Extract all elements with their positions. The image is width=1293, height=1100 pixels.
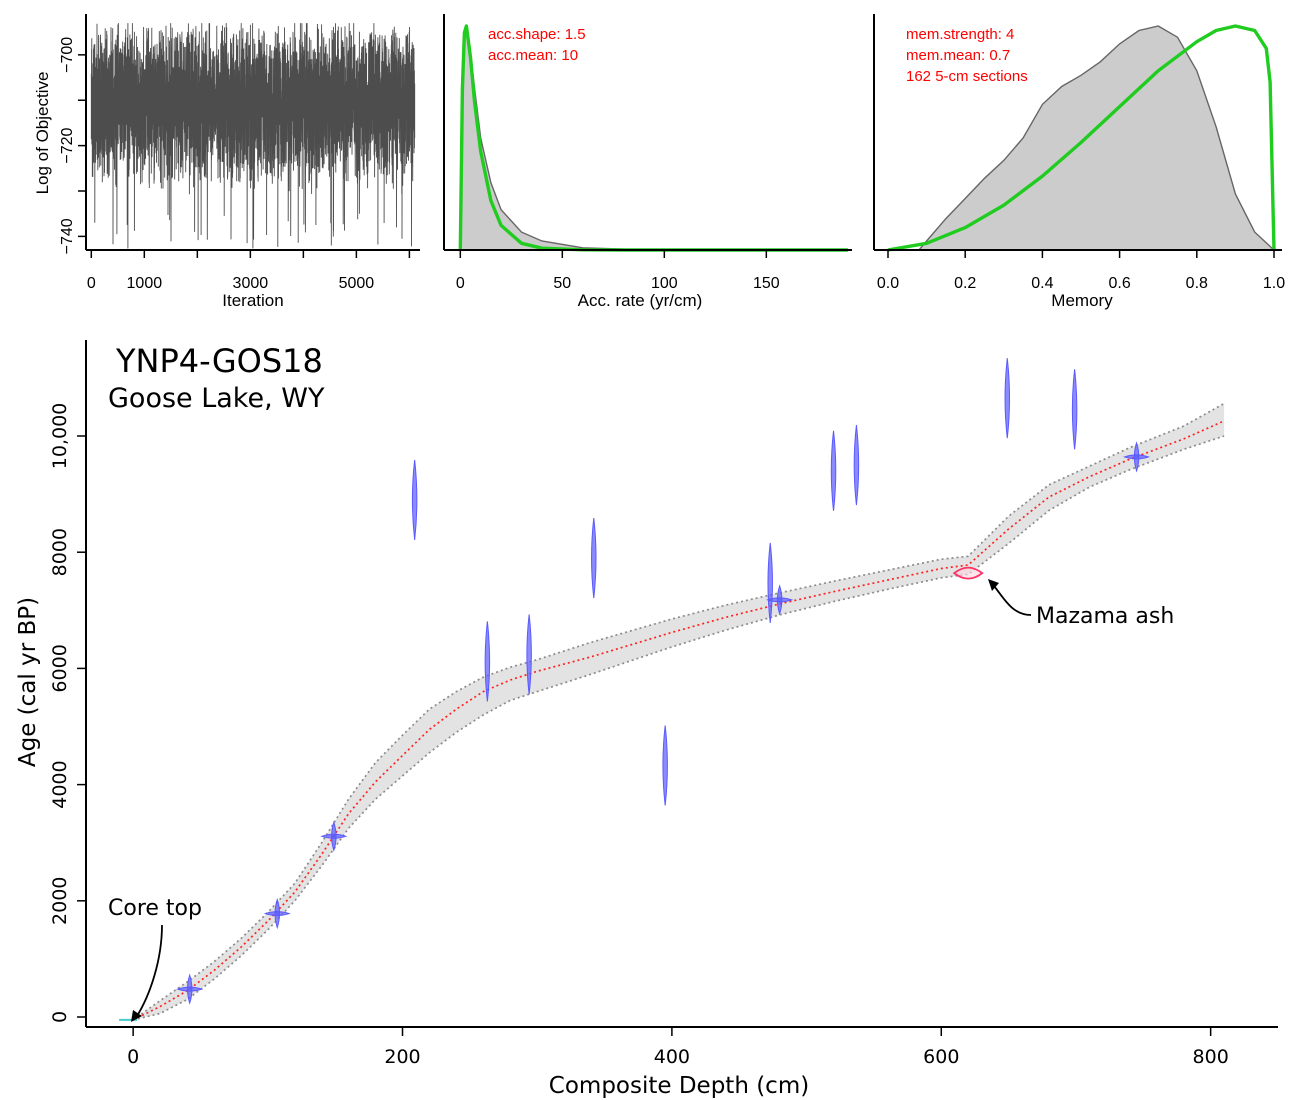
core-top-label: Core top: [108, 896, 202, 921]
trace-panel: 0 1000 3000 5000 −700 −720 −740 Iteration Log …: [33, 14, 420, 310]
radiocarbon-date-marker: [853, 424, 860, 506]
radiocarbon-date-marker: [1071, 369, 1078, 450]
age-model-upper-bound: [132, 402, 1225, 1021]
acc-rate-x-tick-label: 100: [651, 275, 678, 292]
memory-x-tick-label: 1.0: [1263, 275, 1285, 292]
trace-y-tick-label: −720: [59, 127, 76, 163]
trace-y-label: Log of Objective: [33, 72, 52, 195]
age-model-envelope: [133, 403, 1225, 1020]
radiocarbon-depth-marker: [1122, 454, 1151, 460]
radiocarbon-date-marker: [411, 459, 418, 540]
memory-x-label: Memory: [1051, 291, 1113, 310]
age-y-tick-label: 2000: [49, 877, 71, 925]
age-y-tick-label: 6000: [49, 644, 71, 692]
radiocarbon-date-marker: [591, 517, 597, 599]
memory-x-tick-label: 0.0: [877, 275, 899, 292]
acc-rate-x-tick-label: 50: [553, 275, 571, 292]
sections-annotation: 162 5-cm sections: [906, 68, 1028, 85]
mcmc-trace: [90, 23, 416, 249]
radiocarbon-depth-marker: [176, 986, 204, 992]
acc-rate-panel: 0 50 100 150 Acc. rate (yr/cm) acc.shape: 1…: [443, 14, 852, 310]
core-top-arrow: [136, 924, 163, 1017]
acc-rate-axes: 0 50 100 150: [456, 250, 780, 292]
radiocarbon-depth-marker: [766, 597, 794, 603]
depth-x-tick-label: 200: [384, 1046, 420, 1068]
trace-x-tick-label: 1000: [127, 275, 163, 292]
depth-x-tick-label: 0: [127, 1046, 139, 1068]
radiocarbon-date-marker: [484, 621, 491, 702]
trace-x-tick-label: 3000: [233, 275, 269, 292]
memory-x-tick-label: 0.4: [1031, 275, 1053, 292]
acc-rate-x-tick-label: 0: [456, 275, 465, 292]
mem-strength-annotation: mem.strength: 4: [906, 26, 1014, 43]
trace-y-tick-label: −700: [59, 37, 76, 73]
radiocarbon-date-marker: [1004, 358, 1010, 439]
radiocarbon-date-marker: [767, 542, 773, 624]
memory-panel: 0.0 0.2 0.4 0.6 0.8 1.0 Memory mem.strength: …: [873, 14, 1285, 310]
memory-posterior: [917, 25, 1276, 251]
radiocarbon-depth-marker: [263, 911, 291, 917]
memory-prior: [887, 24, 1276, 252]
age-y-tick-label: 8000: [49, 528, 71, 576]
acc-rate-x-tick-label: 150: [753, 275, 780, 292]
age-y-label: Age (cal yr BP): [15, 597, 41, 767]
depth-x-tick-label: 400: [654, 1046, 690, 1068]
age-y-tick-label: 4000: [49, 760, 71, 808]
trace-y-tick-label: −740: [59, 218, 76, 254]
depth-x-tick-label: 800: [1193, 1046, 1229, 1068]
age-y-tick-label: 10,000: [49, 403, 71, 469]
acc-mean-annotation: acc.mean: 10: [488, 47, 578, 64]
trace-x-label: Iteration: [222, 291, 283, 310]
memory-x-tick-label: 0.2: [954, 275, 976, 292]
depth-x-label: Composite Depth (cm): [549, 1073, 809, 1099]
memory-x-tick-label: 0.8: [1186, 275, 1208, 292]
trace-axes: 0 1000 3000 5000 −700 −720 −740: [59, 37, 411, 292]
age-model-mean: [132, 420, 1225, 1021]
trace-x-tick-label: 5000: [339, 275, 375, 292]
mazama-ash-arrow: [993, 585, 1032, 616]
trace-line: [90, 23, 416, 249]
tephra-date-marker: [952, 566, 984, 580]
radiocarbon-depth-marker: [320, 833, 348, 839]
acc-shape-annotation: acc.shape: 1.5: [488, 26, 586, 43]
core-title: YNP4-GOS18: [115, 342, 323, 380]
age-y-tick-label: 0: [49, 1011, 71, 1023]
mazama-ash-label: Mazama ash: [1036, 604, 1174, 629]
memory-axes: 0.0 0.2 0.4 0.6 0.8 1.0: [877, 250, 1285, 292]
acc-rate-x-label: Acc. rate (yr/cm): [578, 291, 703, 310]
memory-x-tick-label: 0.6: [1108, 275, 1130, 292]
depth-x-tick-label: 600: [923, 1046, 959, 1068]
core-top-arrowhead: [131, 1010, 142, 1022]
age-model-lower-bound: [132, 435, 1225, 1021]
site-subtitle: Goose Lake, WY: [108, 383, 325, 414]
radiocarbon-date-marker: [526, 614, 532, 695]
radiocarbon-date-marker: [662, 725, 668, 806]
radiocarbon-date-marker: [830, 430, 837, 511]
calibrated-dates: [119, 358, 1151, 1021]
mazama-ash-arrowhead: [988, 579, 999, 591]
mem-mean-annotation: mem.mean: 0.7: [906, 47, 1010, 64]
trace-x-tick-label: 0: [87, 275, 96, 292]
